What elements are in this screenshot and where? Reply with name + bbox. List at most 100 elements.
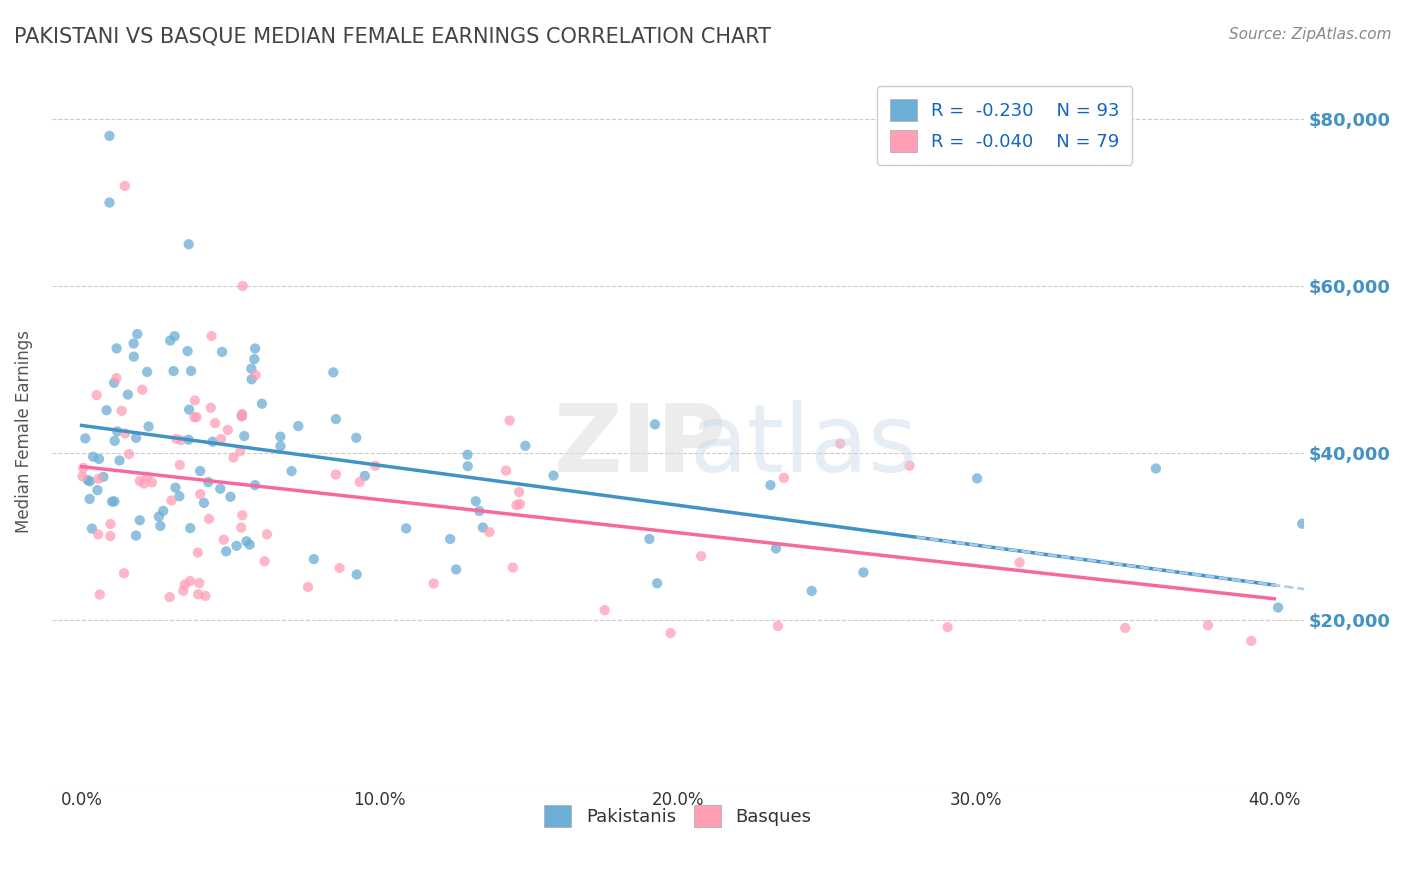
Point	[197, 475, 219, 489]
Point	[128, 513, 150, 527]
Point	[464, 494, 486, 508]
Point	[98, 529, 121, 543]
Point	[505, 498, 527, 512]
Point	[122, 336, 145, 351]
Point	[243, 352, 266, 367]
Point	[98, 128, 121, 143]
Point	[80, 522, 103, 536]
Point	[173, 577, 195, 591]
Point	[515, 439, 537, 453]
Point	[212, 533, 235, 547]
Point	[297, 580, 319, 594]
Point	[170, 433, 193, 447]
Point	[187, 587, 209, 601]
Point	[152, 504, 174, 518]
Point	[1240, 634, 1263, 648]
Point	[1144, 461, 1167, 475]
Point	[231, 409, 253, 424]
Point	[108, 453, 131, 467]
Point	[215, 544, 238, 558]
Point	[169, 489, 191, 503]
Point	[103, 494, 125, 508]
Point	[186, 410, 208, 425]
Point	[280, 464, 302, 478]
Point	[690, 549, 713, 563]
Point	[936, 620, 959, 634]
Point	[200, 401, 222, 415]
Point	[148, 509, 170, 524]
Point	[328, 561, 350, 575]
Point	[256, 527, 278, 541]
Point	[543, 468, 565, 483]
Point	[766, 619, 789, 633]
Point	[1008, 556, 1031, 570]
Point	[508, 485, 530, 500]
Point	[141, 475, 163, 490]
Point	[593, 603, 616, 617]
Point	[100, 516, 122, 531]
Point	[105, 425, 128, 439]
Point	[138, 419, 160, 434]
Point	[495, 464, 517, 478]
Point	[231, 508, 253, 523]
Point	[193, 496, 215, 510]
Point	[325, 412, 347, 426]
Point	[177, 237, 200, 252]
Point	[325, 467, 347, 482]
Point	[644, 417, 666, 432]
Point	[468, 504, 491, 518]
Point	[160, 493, 183, 508]
Point	[72, 461, 94, 475]
Point	[179, 521, 201, 535]
Point	[89, 588, 111, 602]
Point	[233, 429, 256, 443]
Point	[478, 525, 501, 540]
Point	[222, 450, 245, 465]
Legend: Pakistanis, Basques: Pakistanis, Basques	[537, 797, 818, 834]
Point	[243, 478, 266, 492]
Point	[471, 520, 494, 534]
Point	[112, 566, 135, 581]
Point	[180, 364, 202, 378]
Point	[1357, 564, 1379, 578]
Point	[245, 368, 267, 382]
Point	[98, 195, 121, 210]
Point	[231, 520, 253, 534]
Point	[122, 350, 145, 364]
Point	[79, 475, 101, 489]
Point	[87, 527, 110, 541]
Point	[125, 528, 148, 542]
Point	[114, 178, 136, 193]
Point	[1267, 600, 1289, 615]
Point	[79, 491, 101, 506]
Point	[163, 329, 186, 343]
Point	[149, 519, 172, 533]
Point	[200, 329, 222, 343]
Text: ZIP: ZIP	[554, 401, 727, 492]
Point	[353, 468, 375, 483]
Point	[104, 434, 127, 448]
Point	[188, 487, 211, 501]
Point	[132, 476, 155, 491]
Point	[498, 413, 520, 427]
Point	[1197, 618, 1219, 632]
Point	[105, 371, 128, 385]
Text: atlas: atlas	[689, 401, 917, 492]
Point	[87, 472, 110, 486]
Point	[165, 481, 187, 495]
Point	[444, 562, 467, 576]
Point	[169, 458, 191, 472]
Point	[131, 383, 153, 397]
Point	[240, 372, 263, 386]
Point	[118, 447, 141, 461]
Point	[172, 583, 194, 598]
Point	[86, 483, 108, 498]
Point	[103, 376, 125, 390]
Point	[456, 448, 478, 462]
Point	[349, 475, 371, 489]
Point	[82, 450, 104, 464]
Point	[162, 364, 184, 378]
Point	[114, 426, 136, 441]
Point	[217, 423, 239, 437]
Point	[759, 478, 782, 492]
